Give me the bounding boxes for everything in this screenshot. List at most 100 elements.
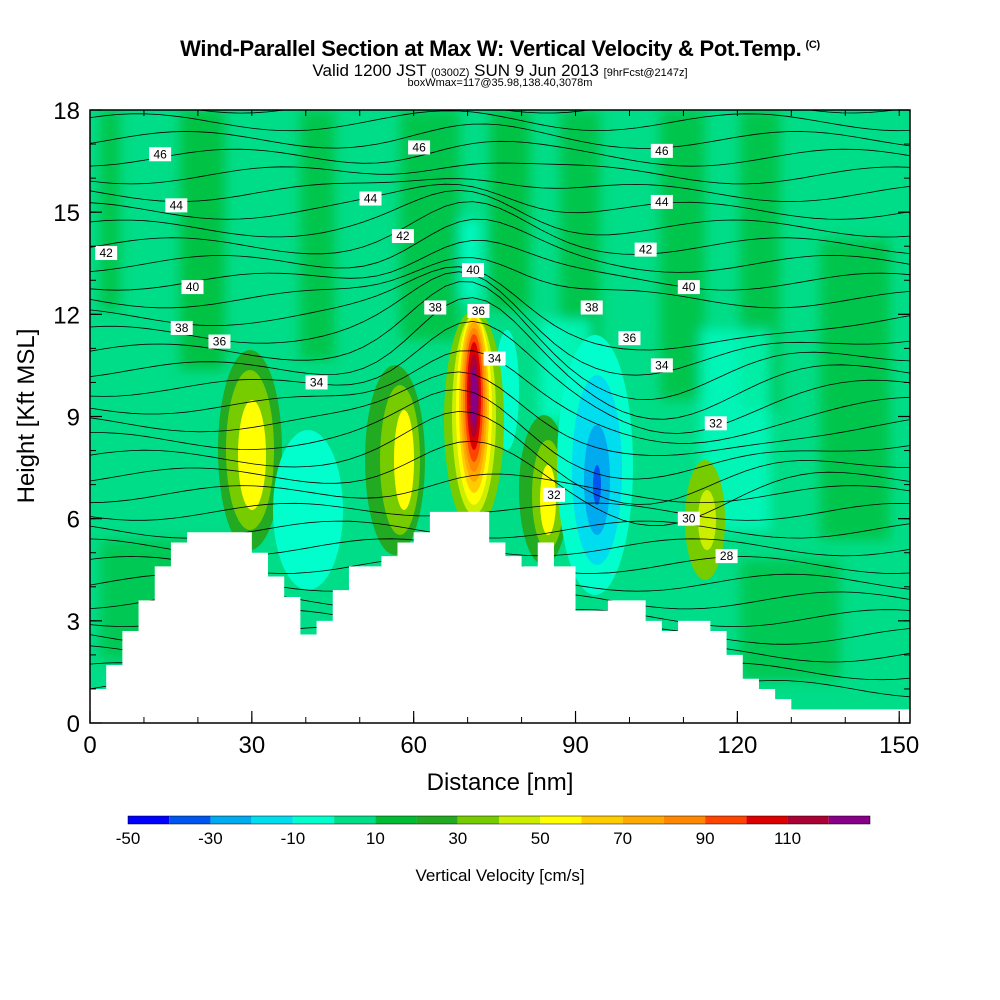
theta-label-text: 40 bbox=[186, 280, 200, 294]
theta-contour bbox=[90, 410, 910, 505]
theta-label-text: 42 bbox=[639, 243, 653, 257]
colorbar-swatch bbox=[705, 816, 747, 824]
theta-label-text: 42 bbox=[396, 229, 410, 243]
x-tick-label: 90 bbox=[562, 732, 589, 759]
theta-label: 46 bbox=[149, 147, 172, 162]
x-tick-label: 30 bbox=[238, 732, 265, 759]
theta-label-text: 38 bbox=[175, 321, 189, 335]
theta-label-text: 36 bbox=[472, 304, 486, 318]
theta-contour bbox=[90, 162, 910, 185]
chart-title: Wind-Parallel Section at Max W: Vertical… bbox=[0, 36, 1000, 62]
theta-contour bbox=[90, 178, 910, 203]
y-axis-label: Height [Kft MSL] bbox=[13, 329, 40, 504]
copyright-mark: (C) bbox=[805, 38, 820, 51]
colorbar-tick-label: 50 bbox=[531, 829, 550, 848]
theta-contour bbox=[90, 239, 910, 291]
colorbar-tick-label: -10 bbox=[281, 829, 306, 848]
theta-contour bbox=[90, 502, 910, 521]
theta-contour bbox=[90, 183, 910, 220]
theta-label: 42 bbox=[391, 229, 414, 244]
potential-temperature-contours bbox=[90, 110, 910, 698]
colorbar-tick-label: 90 bbox=[696, 829, 715, 848]
theta-contour bbox=[90, 473, 910, 504]
colorbar-tick-label: 110 bbox=[774, 829, 801, 848]
theta-label-text: 40 bbox=[682, 280, 696, 294]
theta-label-text: 44 bbox=[364, 192, 378, 206]
theta-contour bbox=[90, 371, 910, 456]
theta-label: 30 bbox=[677, 511, 700, 526]
theta-contour bbox=[90, 320, 910, 434]
theta-contour bbox=[90, 440, 910, 527]
colorbar-swatch bbox=[540, 816, 582, 824]
colorbar-swatch bbox=[334, 816, 376, 824]
theta-label: 38 bbox=[170, 320, 193, 335]
theta-label: 40 bbox=[677, 280, 700, 295]
theta-label: 32 bbox=[542, 487, 565, 502]
colorbar-swatch bbox=[499, 816, 541, 824]
theta-label-text: 34 bbox=[310, 375, 324, 389]
theta-label-text: 34 bbox=[488, 352, 502, 366]
x-tick-label: 60 bbox=[400, 732, 427, 759]
theta-contour bbox=[90, 389, 910, 480]
box-wmax-line: boxWmax=117@35.98,138.40,3078m bbox=[407, 77, 593, 89]
colorbar-swatch bbox=[292, 816, 335, 824]
x-tick-label: 120 bbox=[717, 732, 757, 759]
colorbar-tick-label: 10 bbox=[366, 829, 385, 848]
colorbar-tick-label: -50 bbox=[116, 829, 141, 848]
theta-label: 36 bbox=[467, 303, 490, 318]
x-tick-label: 0 bbox=[83, 732, 96, 759]
chart-title-text: Wind-Parallel Section at Max W: Vertical… bbox=[180, 36, 802, 61]
theta-label-text: 34 bbox=[655, 358, 669, 372]
theta-label-text: 42 bbox=[100, 246, 114, 260]
theta-label-text: 40 bbox=[466, 263, 480, 277]
valid-date: SUN 9 Jun 2013 bbox=[474, 61, 599, 80]
colorbar-swatch bbox=[375, 816, 417, 824]
x-axis-label: Distance [nm] bbox=[427, 769, 574, 796]
theta-label-text: 36 bbox=[623, 331, 637, 345]
theta-contour bbox=[90, 297, 910, 420]
theta-label: 44 bbox=[359, 191, 382, 206]
forecast-info: [9hrFcst@2147z] bbox=[603, 67, 688, 79]
y-tick-label: 6 bbox=[67, 507, 80, 534]
theta-contour bbox=[90, 218, 910, 273]
theta-label-text: 46 bbox=[412, 140, 426, 154]
theta-label: 36 bbox=[618, 331, 641, 346]
colorbar-tick-label: 70 bbox=[613, 829, 632, 848]
valid-time-line: Valid 1200 JST (0300Z) SUN 9 Jun 2013 [9… bbox=[0, 61, 1000, 81]
colorbar-swatch bbox=[210, 816, 252, 824]
colorbar-swatch bbox=[169, 816, 211, 824]
colorbar-swatch bbox=[746, 816, 788, 824]
colorbar-swatch bbox=[581, 816, 623, 824]
theta-label: 46 bbox=[650, 143, 673, 158]
theta-label: 42 bbox=[634, 242, 657, 257]
theta-label: 40 bbox=[462, 263, 485, 278]
theta-label-text: 46 bbox=[153, 147, 167, 161]
theta-label-text: 36 bbox=[213, 335, 227, 349]
theta-label: 34 bbox=[483, 351, 506, 366]
colorbar-swatch bbox=[787, 816, 829, 824]
valid-time: Valid 1200 JST bbox=[312, 61, 427, 80]
colorbar: -50 -30 -10 10 30 50 70 90 110 bbox=[116, 815, 871, 848]
theta-contour bbox=[90, 110, 910, 132]
colorbar-swatch bbox=[416, 816, 458, 824]
theta-label: 46 bbox=[408, 140, 431, 155]
y-tick-label: 12 bbox=[53, 302, 80, 329]
colorbar-label: Vertical Velocity [cm/s] bbox=[415, 866, 584, 885]
theta-contour bbox=[90, 201, 910, 255]
theta-label-text: 44 bbox=[170, 198, 184, 212]
theta-label-text: 30 bbox=[682, 512, 696, 526]
theta-contour bbox=[196, 110, 898, 114]
colorbar-tick-label: -30 bbox=[198, 829, 223, 848]
theta-label: 40 bbox=[181, 280, 204, 295]
terrain-mask bbox=[90, 511, 910, 723]
contour-labels: 46 46 46 44 44 44 42 42 42 40 40 40 38 38 38 36 36 36 34 34… bbox=[95, 140, 738, 564]
theta-contour bbox=[90, 281, 910, 401]
theta-contour bbox=[90, 123, 910, 149]
colorbar-tick-label: 30 bbox=[448, 829, 467, 848]
theta-label: 38 bbox=[580, 300, 603, 315]
theta-label-text: 28 bbox=[720, 549, 734, 563]
theta-label: 42 bbox=[95, 246, 118, 261]
y-tick-label: 3 bbox=[67, 609, 80, 636]
